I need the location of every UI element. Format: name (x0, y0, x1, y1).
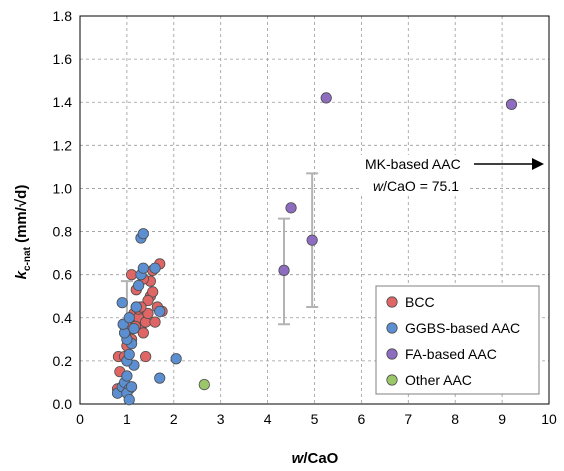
plot-frame (79, 15, 550, 405)
y-tick-label: 0.8 (53, 224, 73, 240)
annotation-line-1: MK-based AAC (365, 156, 461, 172)
y-tick-labels: 0.0 0.2 0.4 0.6 0.8 1.0 1.2 1.4 1.6 1.8 (53, 8, 73, 412)
legend-marker (386, 296, 398, 308)
x-tick-label: 0 (76, 411, 84, 427)
x-tick-label: 3 (217, 411, 225, 427)
x-tick-label: 6 (358, 411, 366, 427)
data-point (149, 262, 161, 274)
annotation-line-2: w/CaO = 75.1 (373, 178, 459, 194)
data-point (505, 98, 518, 110)
data-point (130, 301, 142, 313)
legend-item: FA-based AAC (386, 346, 497, 362)
legend-item: GGBS-based AAC (386, 320, 520, 336)
y-tick-label: 1.0 (53, 180, 73, 196)
data-point (149, 316, 161, 328)
data-point (123, 312, 135, 324)
data-point (137, 262, 149, 274)
data-point (123, 348, 135, 361)
y-axis-title: kc-nat (mm/√d) (13, 185, 33, 280)
x-tick-label: 5 (311, 411, 319, 427)
legend-label: Other AAC (405, 372, 472, 388)
y-tick-label: 0.2 (53, 353, 73, 369)
data-points (111, 92, 518, 406)
x-tick-label: 1 (123, 411, 131, 427)
legend-item: Other AAC (386, 372, 472, 388)
data-point (123, 394, 135, 406)
data-point (140, 350, 152, 363)
legend-label: BCC (405, 294, 435, 310)
x-tick-label: 7 (404, 411, 412, 427)
legend-label: FA-based AAC (405, 346, 497, 362)
series-fa-based-aac (278, 92, 518, 276)
legend-marker (386, 322, 398, 334)
data-point (128, 322, 140, 335)
data-point (137, 327, 149, 339)
data-point (133, 279, 145, 292)
y-tick-label: 1.2 (53, 137, 73, 153)
data-point (142, 307, 154, 320)
y-tick-label: 1.6 (53, 51, 73, 67)
data-point (121, 370, 133, 382)
legend-marker (386, 348, 398, 360)
x-axis-title: w/CaO (292, 450, 339, 467)
y-tick-label: 1.8 (53, 8, 73, 24)
series-other-aac (198, 378, 210, 391)
series-ggbs-based-aac (111, 228, 182, 406)
legend-label: GGBS-based AAC (405, 320, 520, 336)
annotation: MK-based AAC w/CaO = 75.1 (360, 155, 544, 195)
y-tick-label: 0.4 (53, 310, 73, 326)
legend-item: BCC (386, 294, 435, 310)
data-point (285, 202, 297, 214)
data-point (154, 372, 166, 384)
y-tick-label: 0.0 (53, 396, 73, 412)
data-point (147, 286, 159, 298)
x-tick-labels: 0 1 2 3 4 5 6 7 8 9 10 (76, 411, 557, 427)
grid-lines (80, 16, 549, 404)
y-tick-label: 1.4 (53, 94, 73, 110)
data-point (170, 353, 182, 365)
data-point (116, 297, 128, 309)
x-tick-label: 2 (170, 411, 178, 427)
x-tick-label: 10 (541, 411, 557, 427)
data-point (198, 378, 210, 391)
legend-marker (386, 374, 398, 386)
x-tick-label: 9 (498, 411, 506, 427)
annotation-arrow-head (532, 158, 544, 170)
y-tick-label: 0.6 (53, 267, 73, 283)
x-tick-label: 4 (264, 411, 272, 427)
data-point (154, 305, 166, 317)
data-point (278, 264, 290, 276)
data-point (320, 92, 332, 104)
x-tick-label: 8 (451, 411, 459, 427)
data-point (125, 381, 138, 393)
data-point (142, 294, 154, 307)
data-point (125, 269, 138, 281)
legend: BCC GGBS-based AAC FA-based AAC Other AAC (375, 285, 540, 395)
legend-box (375, 285, 540, 395)
data-point (306, 234, 318, 246)
data-point (137, 228, 149, 240)
